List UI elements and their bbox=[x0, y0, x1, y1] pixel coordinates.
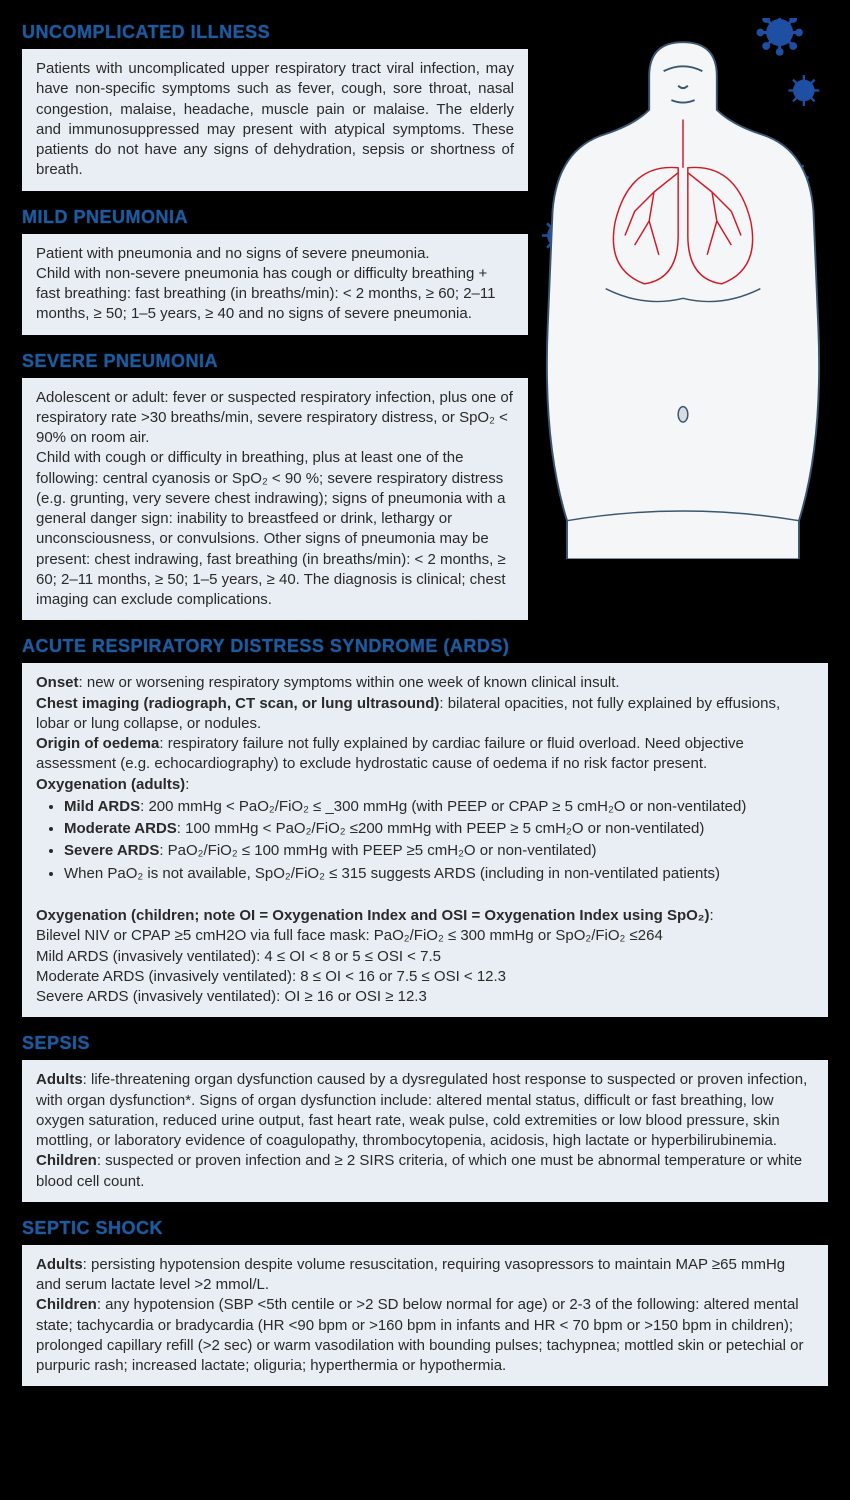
sepsis-children-text: : suspected or proven infection and ≥ 2 … bbox=[36, 1152, 802, 1189]
body-lungs-illustration bbox=[538, 18, 828, 559]
ards-child-line: Bilevel NIV or CPAP ≥5 cmH2O via full fa… bbox=[36, 927, 663, 944]
list-item: Mild ARDS: 200 mmHg < PaO₂/FiO₂ ≤ _300 m… bbox=[64, 797, 814, 817]
mild-title: MILD PNEUMONIA bbox=[22, 203, 528, 234]
shock-body: Adults: persisting hypotension despite v… bbox=[22, 1245, 828, 1387]
illustration-column bbox=[528, 18, 828, 564]
mild-body: Patient with pneumonia and no signs of s… bbox=[22, 234, 528, 335]
sepsis-title: SEPSIS bbox=[22, 1029, 828, 1060]
ards-child-line: Severe ARDS (invasively ventilated): OI … bbox=[36, 988, 427, 1005]
shock-children-text: : any hypotension (SBP <5th centile or >… bbox=[36, 1296, 803, 1374]
list-item: When PaO₂ is not available, SpO₂/FiO₂ ≤ … bbox=[64, 864, 814, 884]
left-column: UNCOMPLICATED ILLNESS Patients with unco… bbox=[22, 18, 528, 620]
uncomplicated-title: UNCOMPLICATED ILLNESS bbox=[22, 18, 528, 49]
sepsis-adults-text: : life-threatening organ dysfunction cau… bbox=[36, 1071, 807, 1149]
oxy-adults-label: Oxygenation (adults) bbox=[36, 776, 185, 793]
sepsis-adults-label: Adults bbox=[36, 1071, 83, 1088]
sepsis-body: Adults: life-threatening organ dysfuncti… bbox=[22, 1060, 828, 1202]
severe-title: SEVERE PNEUMONIA bbox=[22, 347, 528, 378]
shock-children-label: Children bbox=[36, 1296, 97, 1313]
shock-title: SEPTIC SHOCK bbox=[22, 1214, 828, 1245]
top-row: UNCOMPLICATED ILLNESS Patients with unco… bbox=[22, 18, 828, 620]
ards-title: ACUTE RESPIRATORY DISTRESS SYNDROME (ARD… bbox=[22, 632, 828, 663]
page-container: UNCOMPLICATED ILLNESS Patients with unco… bbox=[0, 0, 850, 1446]
ards-adult-list: Mild ARDS: 200 mmHg < PaO₂/FiO₂ ≤ _300 m… bbox=[36, 797, 814, 884]
ards-body: Onset: new or worsening respiratory symp… bbox=[22, 663, 828, 1017]
severe-body: Adolescent or adult: fever or suspected … bbox=[22, 378, 528, 621]
sepsis-children-label: Children bbox=[36, 1152, 97, 1169]
origin-label: Origin of oedema bbox=[36, 735, 159, 752]
onset-text: : new or worsening respiratory symptoms … bbox=[79, 674, 620, 691]
list-item: Severe ARDS: PaO₂/FiO₂ ≤ 100 mmHg with P… bbox=[64, 841, 814, 861]
ards-child-line: Mild ARDS (invasively ventilated): 4 ≤ O… bbox=[36, 948, 441, 965]
list-item: Moderate ARDS: 100 mmHg < PaO₂/FiO₂ ≤200… bbox=[64, 819, 814, 839]
onset-label: Onset bbox=[36, 674, 79, 691]
shock-adults-text: : persisting hypotension despite volume … bbox=[36, 1256, 785, 1293]
ards-child-line: Moderate ARDS (invasively ventilated): 8… bbox=[36, 968, 506, 985]
shock-adults-label: Adults bbox=[36, 1256, 83, 1273]
uncomplicated-body: Patients with uncomplicated upper respir… bbox=[22, 49, 528, 191]
imaging-label: Chest imaging (radiograph, CT scan, or l… bbox=[36, 695, 439, 712]
oxy-children-label: Oxygenation (children; note OI = Oxygena… bbox=[36, 907, 709, 924]
